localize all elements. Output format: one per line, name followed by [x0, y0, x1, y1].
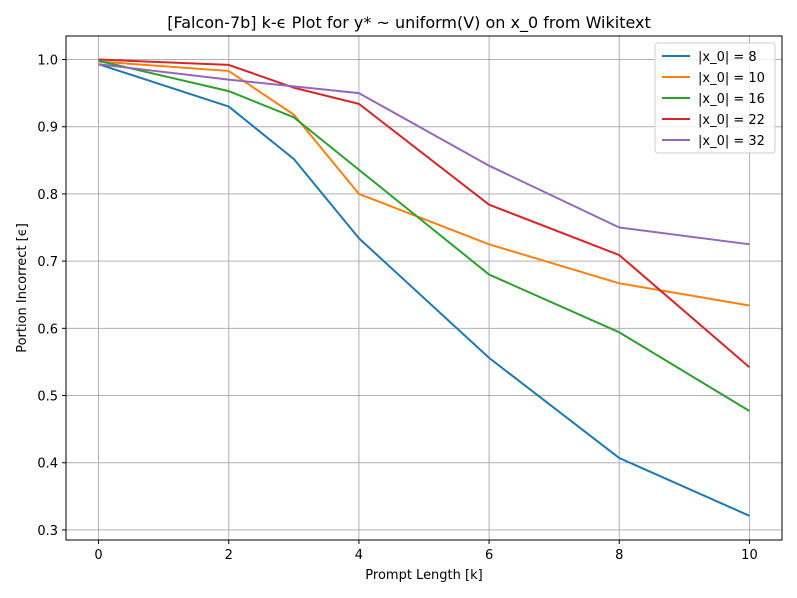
y-tick-label: 1.0 — [37, 54, 58, 69]
y-tick-label: 0.8 — [37, 188, 58, 203]
y-tick-label: 0.4 — [37, 457, 58, 472]
x-tick-label: 0 — [94, 548, 102, 563]
axis-ticks: 0 2 4 6 8 10 0.3 0.4 0.5 0.6 0.7 0.8 0.9 1.0 — [37, 54, 757, 563]
x-tick-label: 6 — [485, 548, 493, 563]
legend-label: |x_0| = 8 — [698, 50, 757, 65]
series-line-1 — [98, 63, 750, 517]
y-tick-label: 0.9 — [37, 121, 58, 136]
legend-label: |x_0| = 32 — [698, 134, 765, 149]
legend-box — [654, 42, 776, 154]
y-tick-label: 0.3 — [37, 524, 58, 539]
x-tick-label: 2 — [225, 548, 233, 563]
x-axis-label: Prompt Length [k] — [365, 568, 482, 583]
legend-label: |x_0| = 16 — [698, 92, 765, 107]
y-tick-label: 0.5 — [37, 390, 58, 405]
x-tick-label: 8 — [615, 548, 623, 563]
legend: |x_0| = 8 |x_0| = 10 |x_0| = 16 |x_0| = 22 |… — [654, 42, 776, 154]
legend-label: |x_0| = 10 — [698, 71, 765, 86]
y-tick-label: 0.6 — [37, 322, 58, 337]
series-lines — [98, 58, 751, 517]
y-tick-label: 0.7 — [37, 255, 58, 270]
series-line-4 — [98, 58, 751, 369]
plot-frame — [65, 35, 783, 541]
series-line-3 — [98, 59, 750, 412]
y-axis-label: Portion Incorrect [ϵ] — [15, 223, 30, 353]
legend-label: |x_0| = 22 — [698, 113, 765, 128]
series-line-2 — [98, 60, 750, 307]
x-tick-label: 4 — [355, 548, 363, 563]
chart-title: [Falcon-7b] k-ϵ Plot for y* ~ uniform(V)… — [167, 13, 651, 33]
series-line-5 — [98, 63, 750, 246]
x-tick-label: 10 — [741, 548, 758, 563]
